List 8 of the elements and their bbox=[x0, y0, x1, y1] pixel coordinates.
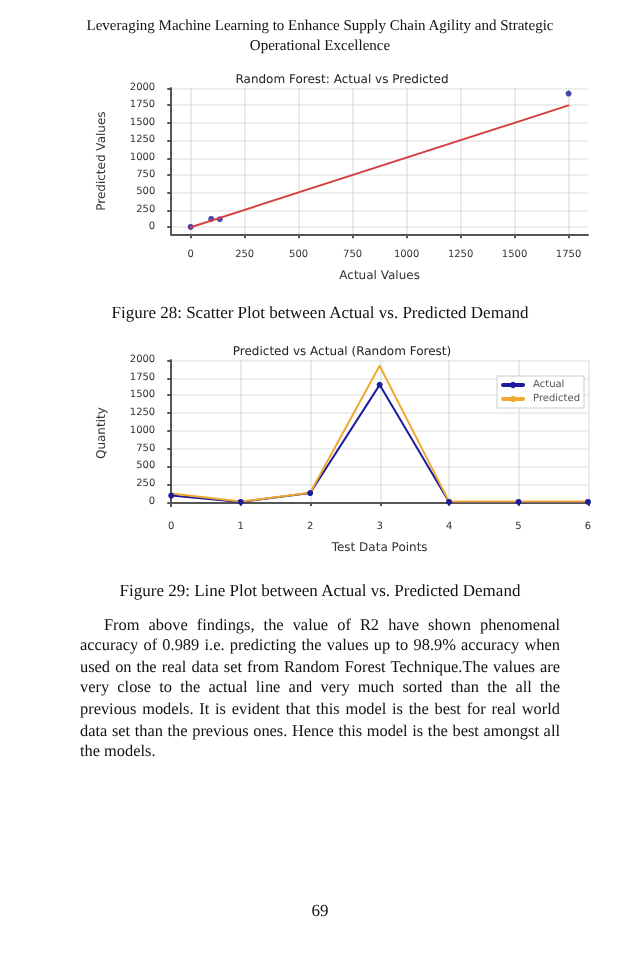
text: 69 bbox=[309, 900, 331, 920]
caption: Figure 28: Scatter Plot between Actual vs. Predicted Demand bbox=[109, 301, 531, 321]
point bbox=[168, 491, 175, 498]
point bbox=[376, 380, 383, 387]
caption: Figure 29: Line Plot between Actual vs. Predicted Demand bbox=[117, 579, 523, 599]
point bbox=[565, 89, 572, 96]
text: From above findings, the value of R2 have shown phenomenal accuracy of 0.989 i.e. predicting the values up to 98.9% accuracy when used on the real data set from Random Forest Technique.The values are very close to the actual line and very much sorted than the all the previous models. It is evident that this model is the best for real world data set than the previous ones. Hence this model is the best amongst all the models. bbox=[80, 615, 560, 765]
point bbox=[307, 489, 314, 496]
